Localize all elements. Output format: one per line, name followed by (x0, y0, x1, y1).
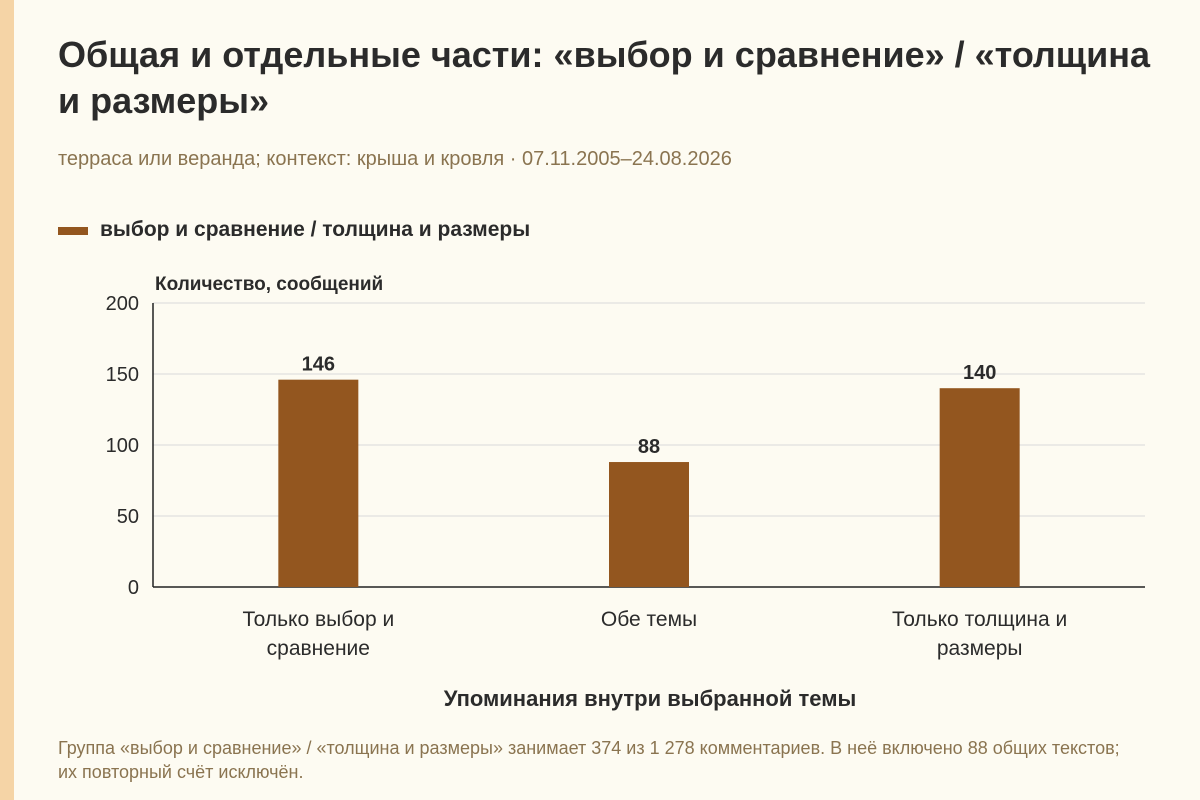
x-tick-label: Только толщина и размеры (860, 605, 1100, 663)
bar-value-label: 88 (638, 436, 660, 458)
x-tick-label: Только выбор и сравнение (198, 605, 438, 663)
y-tick-label: 100 (106, 435, 139, 457)
chart-subtitle: терраса или веранда; контекст: крыша и к… (58, 148, 732, 170)
x-tick-label-line: Только выбор и (242, 608, 395, 631)
x-tick-label-line: сравнение (266, 637, 370, 660)
y-tick-label: 0 (128, 577, 139, 599)
bar-value-label: 140 (963, 362, 996, 384)
footnote: Группа «выбор и сравнение» / «толщина и … (58, 738, 1120, 782)
bar (939, 388, 1020, 587)
bar (278, 379, 359, 587)
bar (609, 462, 689, 587)
x-axis-label: Упоминания внутри выбранной темы (443, 686, 857, 711)
x-tick-label-line: Только толщина и (892, 608, 1068, 631)
y-tick-label: 200 (106, 293, 139, 315)
legend-swatch (58, 227, 88, 235)
x-tick-label: Обе темы (529, 605, 769, 634)
legend-label: выбор и сравнение / толщина и размеры (100, 218, 531, 241)
y-axis-label: Количество, сообщений (155, 274, 384, 295)
left-accent-stripe (0, 0, 14, 800)
bar-value-label: 146 (302, 354, 335, 376)
chart-title: Общая и отдельные части: «выбор и сравне… (58, 34, 1151, 121)
legend: выбор и сравнение / толщина и размеры (58, 218, 530, 242)
x-tick-label-line: размеры (936, 637, 1023, 660)
y-tick-label: 50 (117, 506, 139, 528)
x-tick-label-line: Обе темы (600, 608, 698, 631)
y-tick-label: 150 (106, 364, 139, 386)
